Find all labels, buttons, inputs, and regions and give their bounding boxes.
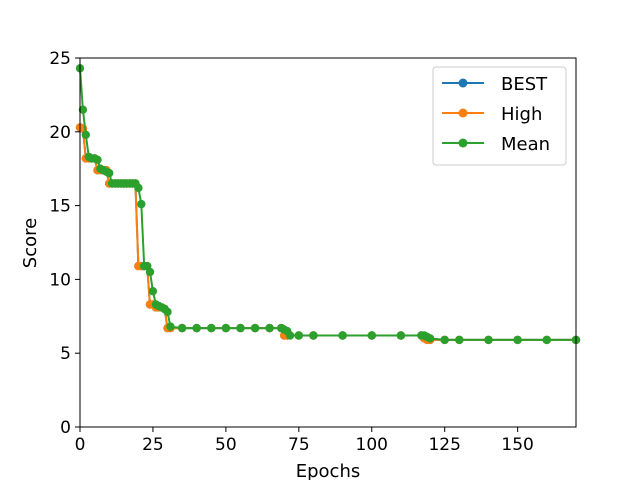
data-point-mean	[163, 307, 172, 317]
y-axis-ticks: 0 5 10 15 20 25	[49, 49, 80, 438]
series-layer	[75, 64, 581, 345]
data-point-mean	[265, 323, 274, 333]
data-point-mean	[207, 323, 216, 333]
data-point-mean	[250, 323, 260, 333]
legend-label-mean: Mean	[501, 134, 550, 155]
series-mean	[75, 64, 581, 345]
x-tick-label: 150	[501, 435, 533, 455]
data-point-mean	[221, 323, 231, 333]
y-tick-label: 20	[49, 123, 71, 143]
y-tick-label: 25	[49, 49, 71, 69]
data-point-mean	[78, 105, 88, 114]
data-point-mean	[294, 331, 303, 340]
x-tick-label: 50	[215, 435, 237, 455]
legend-marker-high	[458, 108, 468, 118]
axes	[79, 57, 577, 428]
y-tick-label: 10	[49, 270, 71, 290]
data-point-mean	[484, 335, 493, 345]
data-point-mean	[137, 199, 146, 209]
data-point-mean	[542, 335, 551, 345]
y-tick-label: 15	[49, 197, 71, 217]
data-point-mean	[145, 267, 155, 277]
plot-frame	[79, 57, 577, 428]
data-point-mean	[285, 331, 295, 340]
x-tick-label: 25	[142, 435, 164, 455]
legend-label-best: BEST	[501, 74, 548, 95]
data-point-mean	[166, 322, 175, 331]
data-point-mean	[236, 323, 245, 333]
data-point-mean	[396, 331, 406, 340]
x-tick-label: 125	[428, 435, 460, 455]
legend-label-high: High	[501, 104, 542, 125]
legend: BEST High Mean	[432, 66, 567, 166]
x-axis-title: Epochs	[296, 461, 361, 480]
data-point-mean	[192, 323, 201, 333]
y-tick-label: 5	[60, 344, 71, 364]
data-point-mean	[425, 334, 435, 343]
data-point-mean	[93, 155, 102, 164]
data-point-mean	[105, 168, 114, 178]
data-point-mean	[134, 183, 143, 193]
data-point-mean	[148, 287, 158, 296]
data-point-mean	[309, 331, 318, 340]
x-tick-label: 0	[75, 435, 86, 455]
y-axis-title: Score	[20, 218, 41, 268]
data-point-mean	[513, 335, 522, 345]
data-point-mean	[81, 130, 91, 139]
x-tick-label: 100	[356, 435, 388, 455]
data-point-mean	[177, 323, 187, 333]
data-point-mean	[367, 331, 376, 340]
legend-marker-best	[458, 78, 468, 88]
x-tick-label: 75	[288, 435, 310, 455]
x-axis-ticks: 0 25 50 75 100 125 150	[75, 427, 534, 455]
data-point-mean	[455, 335, 464, 345]
y-tick-label: 0	[60, 418, 71, 438]
data-point-mean	[338, 331, 347, 340]
data-point-mean	[440, 335, 449, 345]
legend-marker-mean	[458, 138, 468, 148]
